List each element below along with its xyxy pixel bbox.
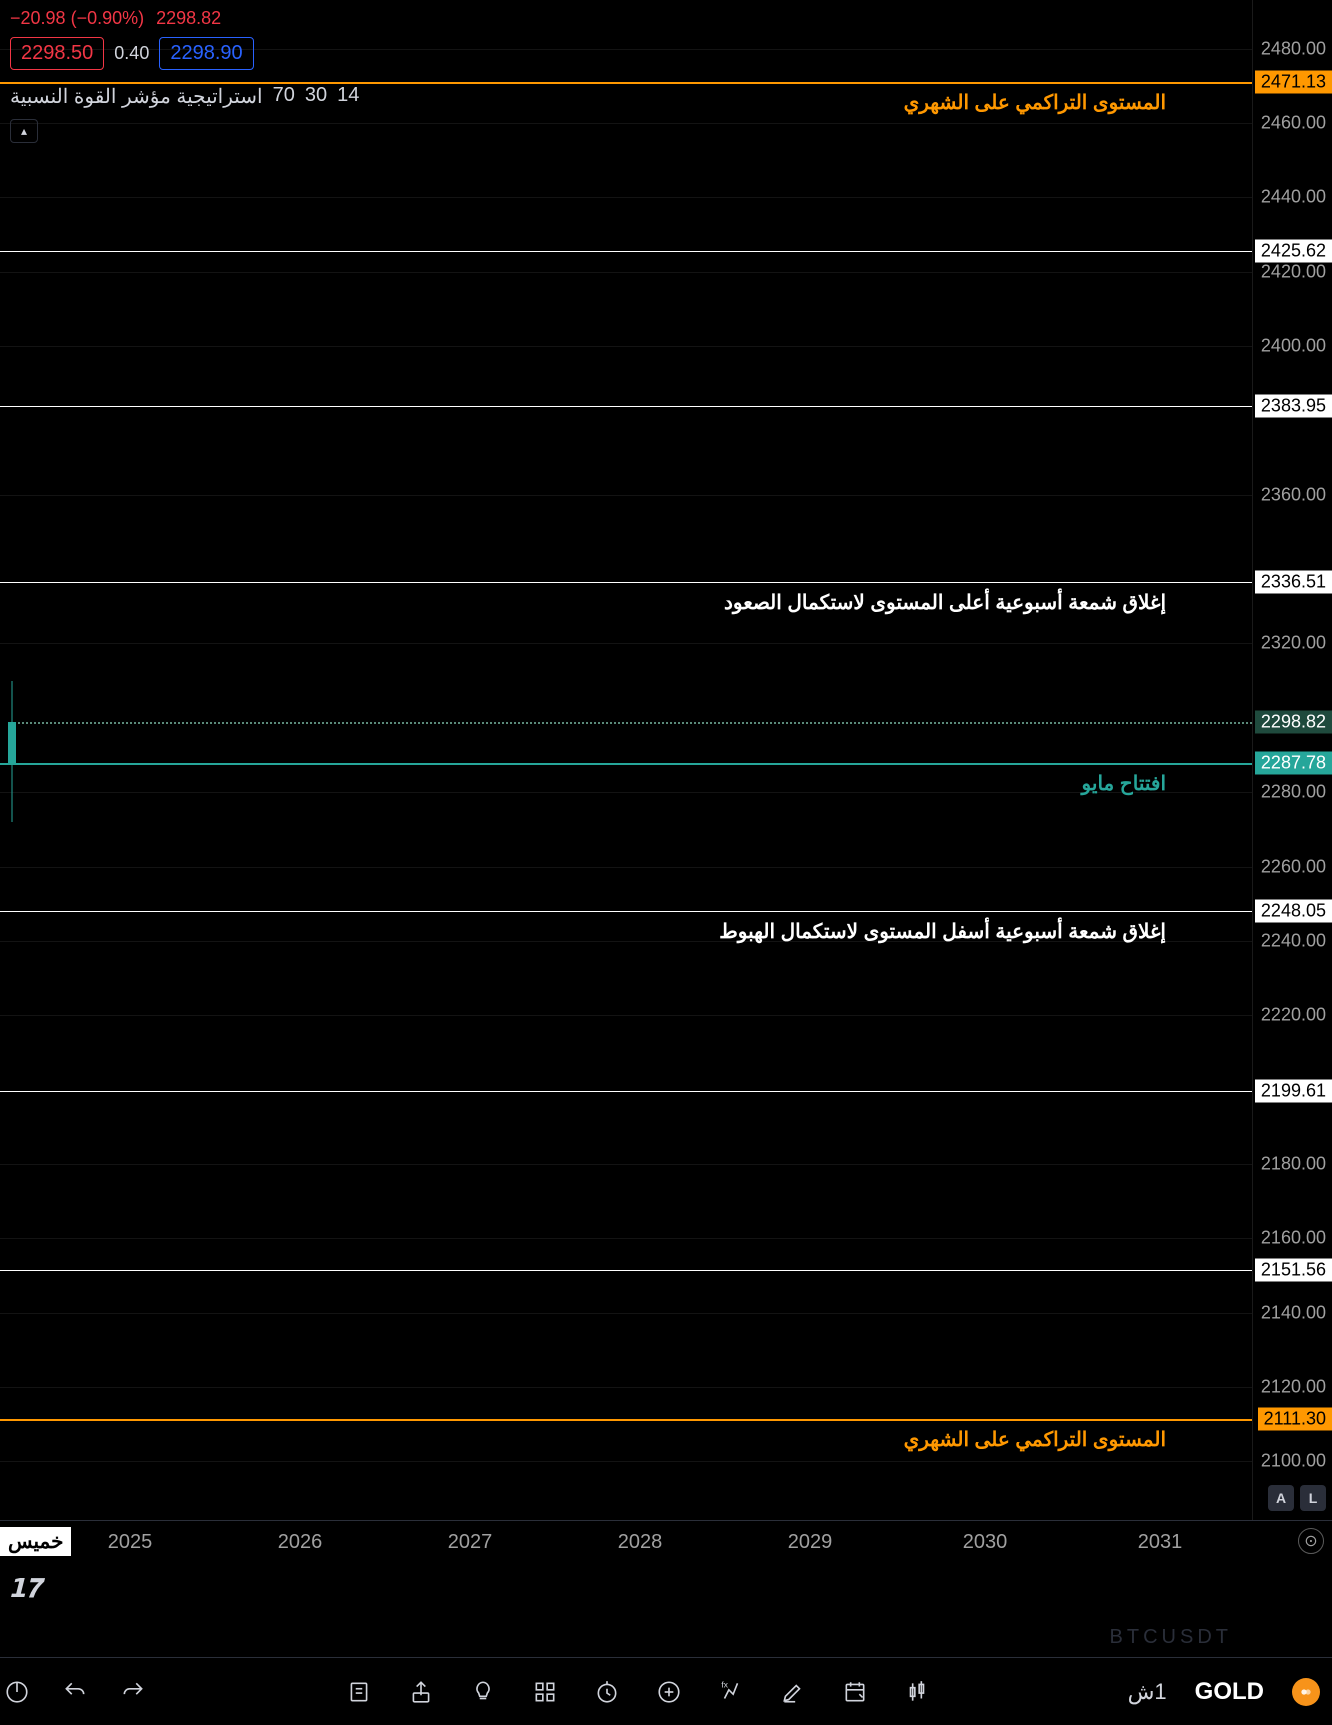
y-tick-label: 2180.00 [1261,1153,1326,1174]
grid-line [0,1387,1252,1388]
idea-button[interactable] [468,1677,498,1707]
price-level-label[interactable]: 2111.30 [1258,1408,1332,1431]
grid-line [0,1164,1252,1165]
y-tick-label: 2420.00 [1261,261,1326,282]
y-tick-label: 2100.00 [1261,1451,1326,1472]
price-level-line[interactable] [0,911,1252,912]
bottom-toolbar: fx 1ش GOLD [0,1657,1332,1725]
symbol-icon[interactable] [1292,1678,1320,1706]
level-annotation[interactable]: إغلاق شمعة أسبوعية أعلى المستوى لاستكمال… [724,590,1166,615]
log-scale-badge[interactable]: L [1300,1485,1326,1511]
level-annotation[interactable]: المستوى التراكمي على الشهري [904,1427,1166,1452]
grid-line [0,495,1252,496]
x-tick-label: 2028 [618,1531,663,1554]
indicator-param: 70 [273,84,295,109]
grid-line [0,1313,1252,1314]
tradingview-logo: 𝟭𝟕 [8,1573,41,1605]
indicator-legend[interactable]: استراتيجية مؤشر القوة النسبية 70 30 14 [10,84,1322,109]
price-level-line[interactable] [0,1270,1252,1271]
notes-button[interactable] [344,1677,374,1707]
indicator-param: 30 [305,84,327,109]
grid-line [0,792,1252,793]
x-tick-label: 2025 [108,1531,153,1554]
price-level-label[interactable]: 2425.62 [1255,239,1332,262]
y-tick-label: 2280.00 [1261,782,1326,803]
last-price: 2298.82 [156,8,221,29]
axis-settings-button[interactable]: ⊙ [1298,1528,1324,1554]
x-tick-label: 2027 [448,1531,493,1554]
indicator-name: استراتيجية مؤشر القوة النسبية [10,84,263,109]
x-tick-label: 2030 [963,1531,1008,1554]
gear-icon: ⊙ [1304,1531,1317,1551]
price-level-line[interactable] [0,1419,1252,1421]
add-button[interactable] [654,1677,684,1707]
y-tick-label: 2240.00 [1261,930,1326,951]
grid-line [0,346,1252,347]
level-annotation[interactable]: افتتاح مايو [1082,771,1166,796]
y-tick-label: 2160.00 [1261,1228,1326,1249]
alert-button[interactable] [592,1677,622,1707]
share-button[interactable] [406,1677,436,1707]
y-tick-label: 2120.00 [1261,1377,1326,1398]
grid-line [0,1461,1252,1462]
watermark-text: BTCUSDT [1110,1626,1232,1649]
y-tick-label: 2220.00 [1261,1005,1326,1026]
chart-type-button[interactable] [902,1677,932,1707]
grid-line [0,867,1252,868]
y-tick-label: 2260.00 [1261,856,1326,877]
collapse-legend-button[interactable]: ▴ [10,119,38,143]
y-tick-label: 2360.00 [1261,484,1326,505]
svg-text:fx: fx [721,1679,728,1689]
y-tick-label: 2440.00 [1261,187,1326,208]
undo-button[interactable] [60,1677,90,1707]
price-level-label[interactable]: 2151.56 [1255,1258,1332,1281]
price-level-label[interactable]: 2199.61 [1255,1080,1332,1103]
axis-scale-badges: A L [1268,1485,1326,1511]
current-bar-label: خميس [0,1527,71,1556]
x-tick-label: 2029 [788,1531,833,1554]
price-change: −20.98 (−0.90%) [10,8,144,29]
y-tick-label: 2400.00 [1261,336,1326,357]
bid-price-box[interactable]: 2298.50 [10,37,104,70]
symbol-selector[interactable]: GOLD [1195,1678,1264,1706]
x-tick-label: 2031 [1138,1531,1183,1554]
price-level-label[interactable]: 2248.05 [1255,899,1332,922]
chevron-up-icon: ▴ [21,124,27,138]
timeframe-selector[interactable]: 1ش [1128,1679,1167,1705]
price-level-line[interactable] [0,763,1252,765]
draw-button[interactable] [778,1677,808,1707]
price-level-line[interactable] [0,251,1252,252]
grid-line [0,197,1252,198]
grid-line [0,1238,1252,1239]
indicator-param: 14 [337,84,359,109]
time-axis[interactable]: خميس 2025 2026 2027 2028 2029 2030 2031 [0,1520,1332,1570]
spread-value: 0.40 [114,43,149,64]
y-tick-label: 2320.00 [1261,633,1326,654]
grid-line [0,643,1252,644]
price-level-label[interactable]: 2287.78 [1255,752,1332,775]
indicators-button[interactable]: fx [716,1677,746,1707]
grid-line [0,1015,1252,1016]
x-tick-label: 2026 [278,1531,323,1554]
current-price-line [10,722,1252,724]
price-level-line[interactable] [0,582,1252,583]
y-tick-label: 2140.00 [1261,1302,1326,1323]
level-annotation[interactable]: إغلاق شمعة أسبوعية أسفل المستوى لاستكمال… [719,919,1166,944]
layouts-button[interactable] [530,1677,560,1707]
price-axis[interactable]: 2480.002460.002440.002420.002400.002360.… [1252,0,1332,1520]
price-level-line[interactable] [0,406,1252,407]
chart-header: −20.98 (−0.90%) 2298.82 2298.50 0.40 229… [0,0,1332,151]
grid-line [0,272,1252,273]
auto-scale-badge[interactable]: A [1268,1485,1294,1511]
calendar-button[interactable] [840,1677,870,1707]
redo-button[interactable] [118,1677,148,1707]
chart-area[interactable]: المستوى التراكمي على الشهري إغلاق شمعة أس… [0,0,1252,1520]
price-level-label[interactable]: 2336.51 [1255,571,1332,594]
price-level-label[interactable]: 2383.95 [1255,394,1332,417]
price-level-label[interactable]: 2298.82 [1255,711,1332,734]
ask-price-box[interactable]: 2298.90 [159,37,253,70]
power-button[interactable] [2,1677,32,1707]
price-level-line[interactable] [0,1091,1252,1092]
